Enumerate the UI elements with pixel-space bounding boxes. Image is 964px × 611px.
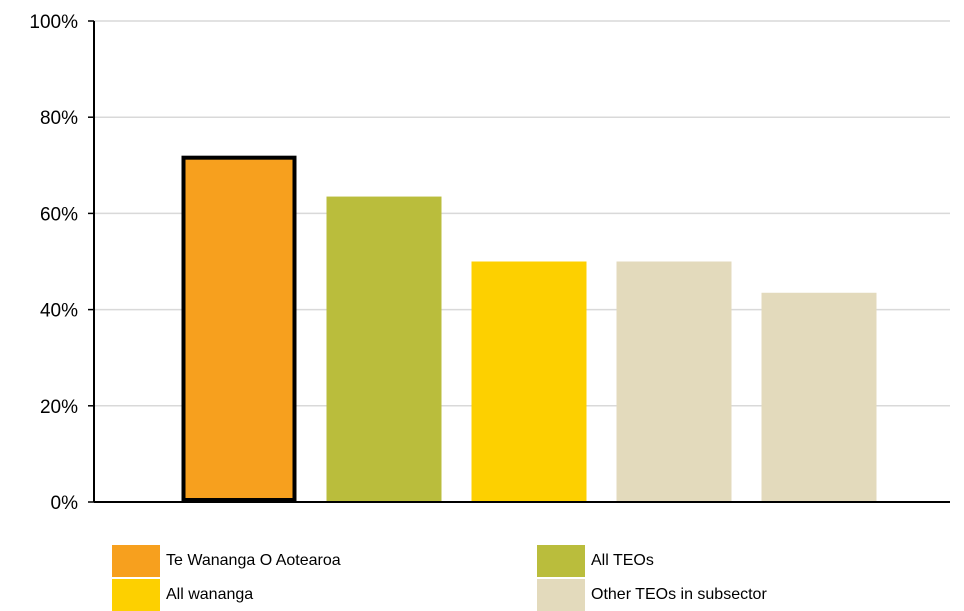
y-axis-ticks: 0% 20% 40% 60% 80% 100% [29, 12, 94, 514]
bars [181, 155, 877, 502]
y-tick-label: 80% [40, 108, 78, 129]
bar-2 [326, 196, 442, 502]
bar-3 [471, 261, 587, 502]
y-tick-label: 20% [40, 397, 78, 418]
bar-5 [761, 292, 877, 502]
y-tick-label: 100% [29, 12, 78, 33]
y-tick-label: 40% [40, 301, 78, 322]
bar-4 [616, 261, 732, 502]
y-tick-label: 60% [40, 204, 78, 225]
y-tick-label: 0% [51, 493, 79, 514]
bar-1 [181, 155, 297, 502]
